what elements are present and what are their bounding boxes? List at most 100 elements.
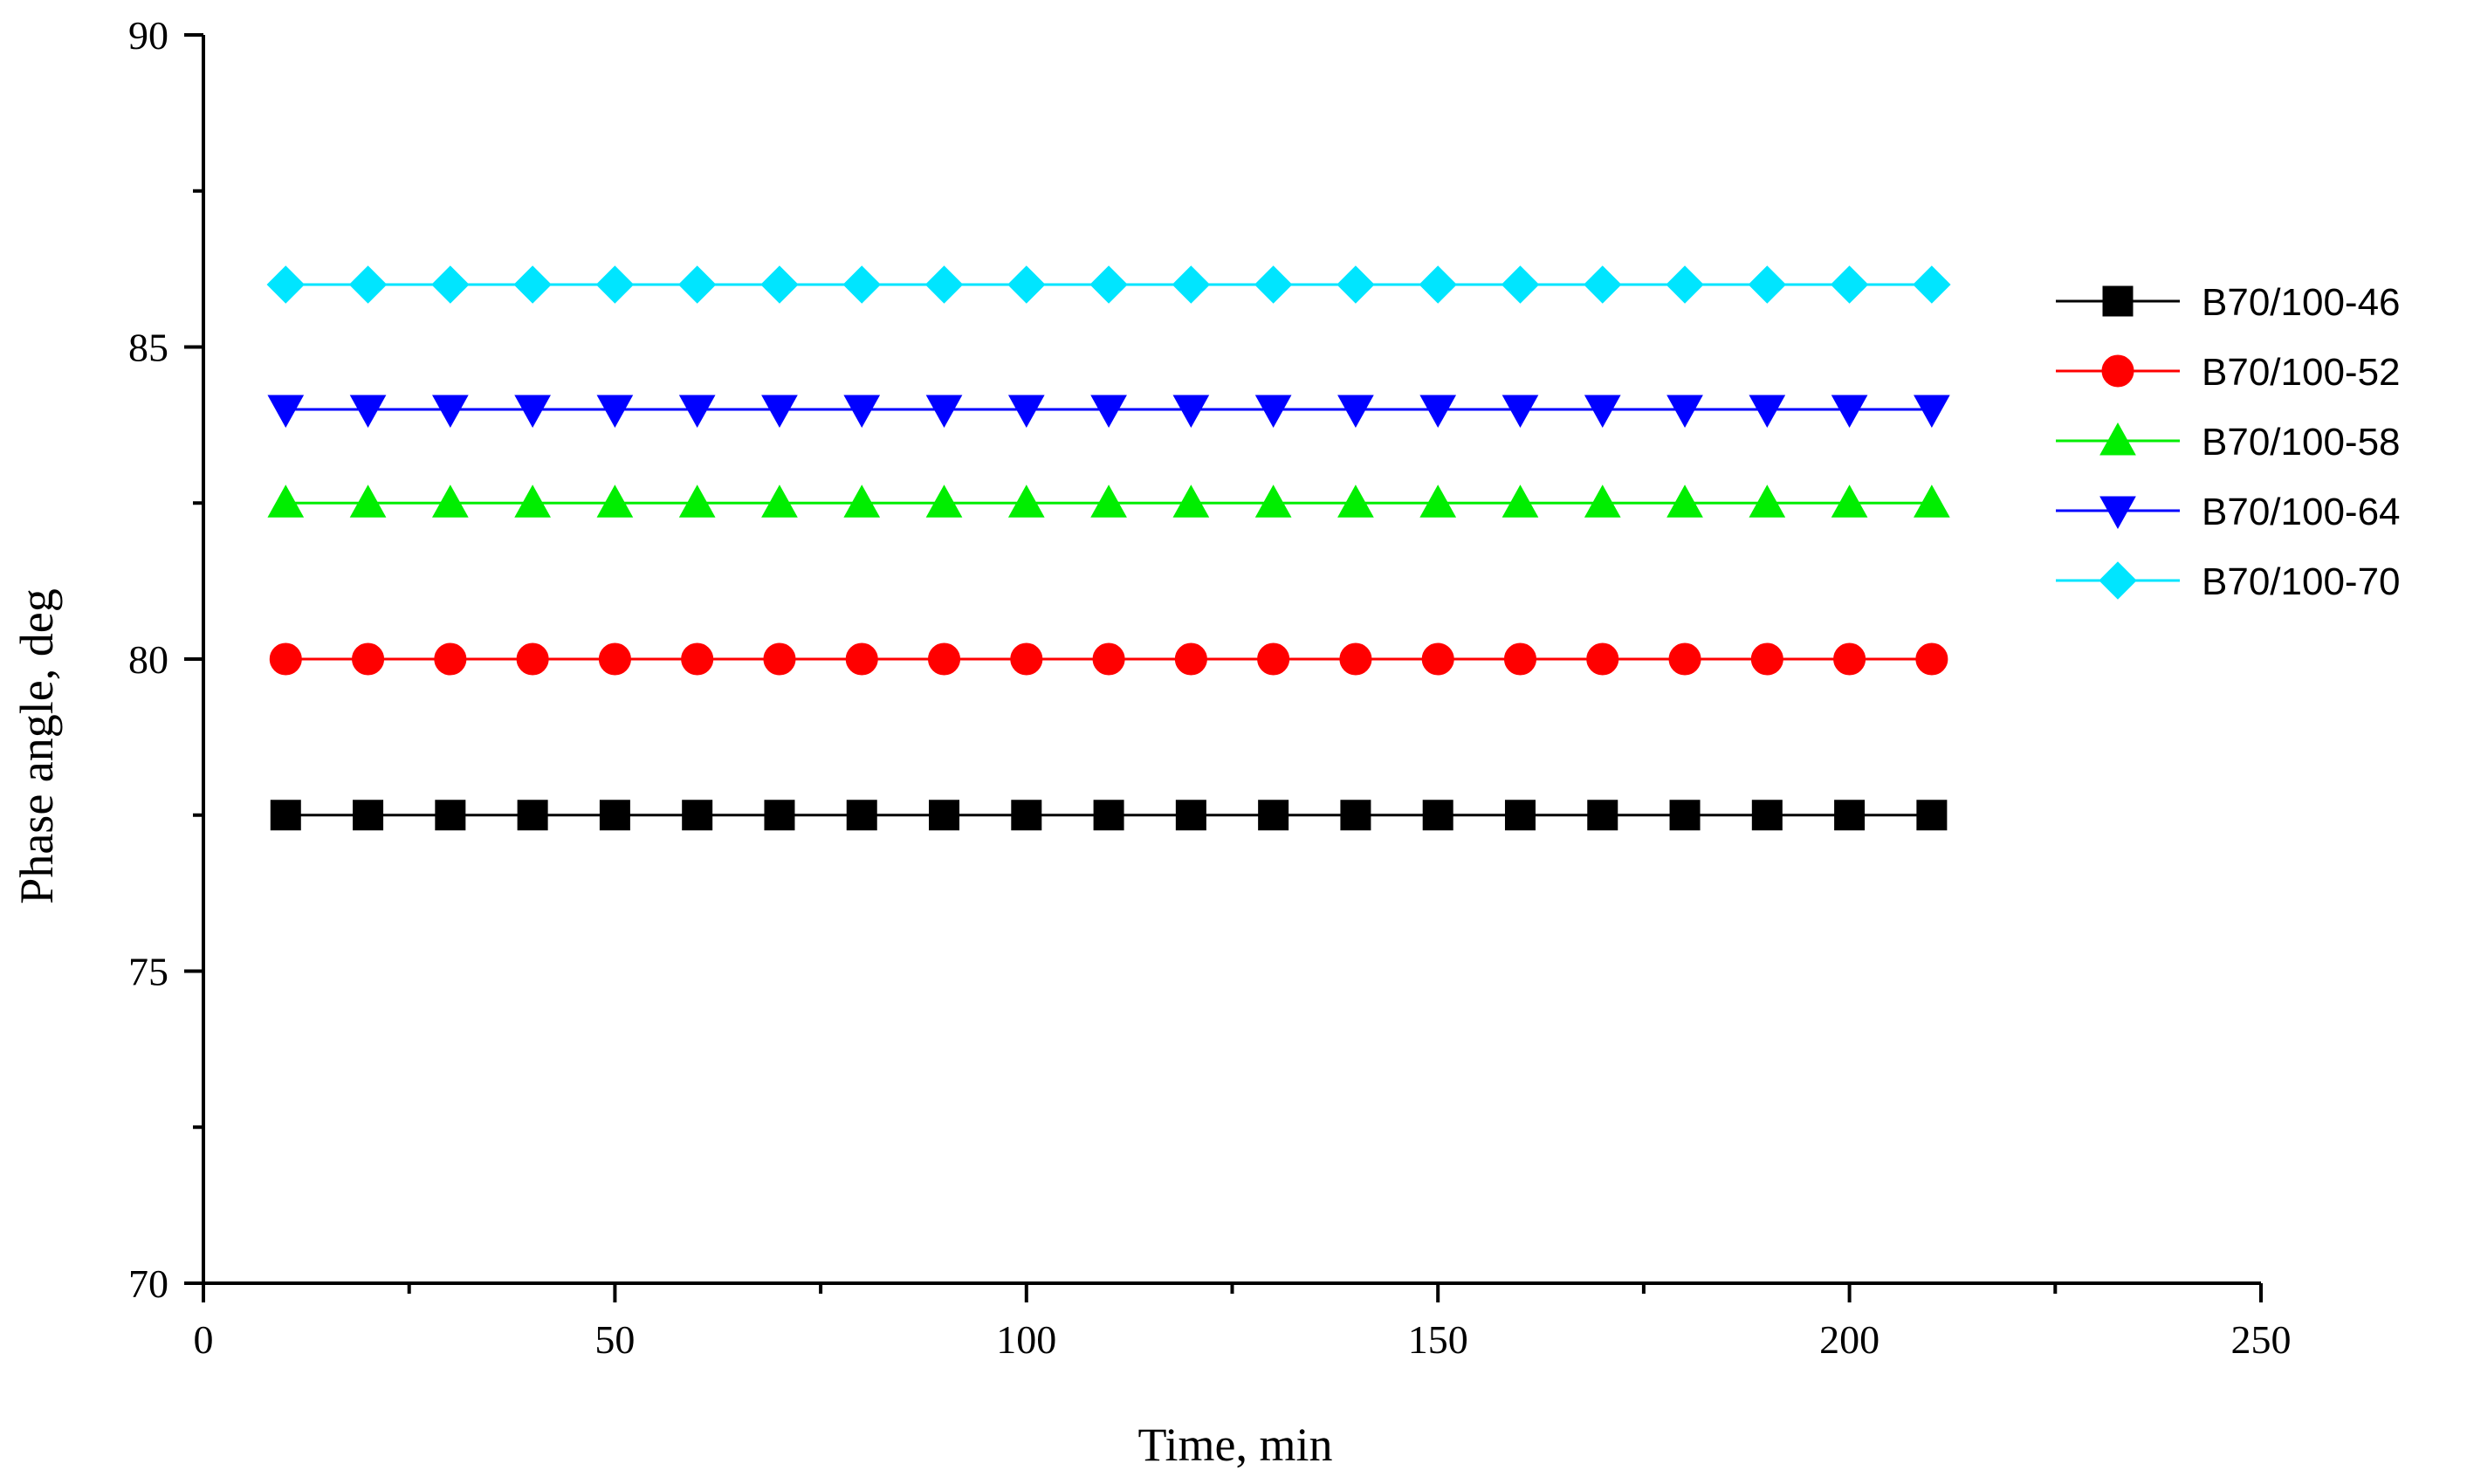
x-tick-label: 250: [2231, 1317, 2292, 1362]
data-point: [1010, 642, 1043, 676]
data-point: [348, 265, 388, 304]
data-point: [1092, 642, 1125, 676]
x-axis-title: Time, min: [1137, 1419, 1332, 1471]
data-point: [682, 800, 713, 831]
data-point: [1503, 642, 1536, 676]
data-point: [1666, 395, 1703, 429]
legend-marker: [2102, 285, 2134, 317]
data-point: [596, 484, 634, 518]
data-point: [1419, 265, 1457, 304]
data-point: [1750, 642, 1783, 676]
legend-marker: [2099, 422, 2136, 456]
data-point: [1749, 484, 1786, 518]
data-point: [1834, 800, 1866, 831]
data-point: [677, 265, 717, 304]
data-point: [1254, 484, 1292, 518]
data-point: [1669, 800, 1701, 831]
series-b70-100-52: [269, 642, 1948, 676]
data-point: [1584, 395, 1621, 429]
data-point: [1914, 484, 1950, 518]
data-point: [349, 484, 387, 518]
data-point: [843, 484, 881, 518]
data-point: [269, 642, 302, 676]
data-point: [761, 484, 798, 518]
y-tick-label: 90: [128, 13, 168, 58]
data-point: [1175, 800, 1206, 831]
y-axis-title: Phase angle, deg: [10, 588, 63, 903]
data-point: [1258, 800, 1289, 831]
data-point: [1749, 395, 1786, 429]
data-point: [598, 642, 631, 676]
data-point: [1007, 395, 1045, 429]
data-point: [1666, 484, 1703, 518]
series-b70-100-64: [267, 395, 1950, 429]
y-tick-label: 75: [128, 950, 168, 994]
data-point: [431, 395, 469, 429]
data-point: [1751, 800, 1783, 831]
data-point: [678, 395, 716, 429]
legend-label: B70/100-58: [2202, 421, 2401, 464]
data-point: [1093, 800, 1124, 831]
data-point: [1584, 484, 1621, 518]
data-point: [678, 484, 716, 518]
data-point: [1419, 395, 1457, 429]
series-b70-100-58: [267, 484, 1950, 518]
data-point: [1584, 265, 1622, 304]
data-point: [1172, 484, 1210, 518]
axes: 0 50 100 150 200 250 70 75 80 85 90: [128, 13, 2292, 1362]
data-point: [929, 800, 960, 831]
data-point: [760, 265, 799, 304]
data-point: [842, 265, 881, 304]
data-point: [513, 265, 552, 304]
legend-item: B70/100-64: [2056, 491, 2401, 533]
legend-marker: [2099, 496, 2136, 530]
x-tick-label: 50: [594, 1317, 635, 1362]
data-point: [1337, 395, 1374, 429]
data-point: [1337, 484, 1374, 518]
data-point: [1504, 800, 1536, 831]
legend-item: B70/100-46: [2056, 281, 2401, 324]
data-point: [925, 395, 963, 429]
data-point: [1254, 265, 1293, 304]
data-point: [1174, 642, 1207, 676]
data-point: [925, 484, 963, 518]
data-point: [435, 800, 466, 831]
data-point: [270, 800, 301, 831]
data-point: [595, 265, 635, 304]
legend-item: B70/100-58: [2056, 421, 2401, 464]
data-point: [1422, 800, 1453, 831]
data-point: [1172, 395, 1210, 429]
data-point: [1090, 484, 1127, 518]
legend-label: B70/100-70: [2202, 560, 2401, 603]
data-point: [1502, 395, 1539, 429]
data-point: [843, 395, 881, 429]
data-point: [267, 484, 305, 518]
data-point: [1916, 800, 1948, 831]
data-point: [1587, 800, 1618, 831]
legend-marker: [2099, 561, 2137, 600]
data-point: [1501, 265, 1540, 304]
data-point: [846, 800, 877, 831]
data-point: [431, 265, 470, 304]
data-point: [764, 800, 795, 831]
data-point: [349, 395, 387, 429]
data-point: [1586, 642, 1619, 676]
data-point: [1666, 265, 1704, 304]
data-point: [596, 395, 634, 429]
data-point: [1254, 395, 1292, 429]
data-point: [514, 484, 551, 518]
data-point: [1831, 484, 1868, 518]
data-point: [1915, 642, 1948, 676]
data-point: [353, 800, 384, 831]
y-tick-label: 80: [128, 637, 168, 682]
data-point: [1830, 265, 1869, 304]
data-point: [1913, 265, 1951, 304]
data-point: [1337, 265, 1375, 304]
legend: B70/100-46 B70/100-52 B70/100-58 B70/100-64…: [2056, 281, 2401, 603]
data-point: [1914, 395, 1950, 429]
legend-label: B70/100-52: [2202, 351, 2401, 394]
data-point: [1833, 642, 1866, 676]
data-point: [1419, 484, 1457, 518]
